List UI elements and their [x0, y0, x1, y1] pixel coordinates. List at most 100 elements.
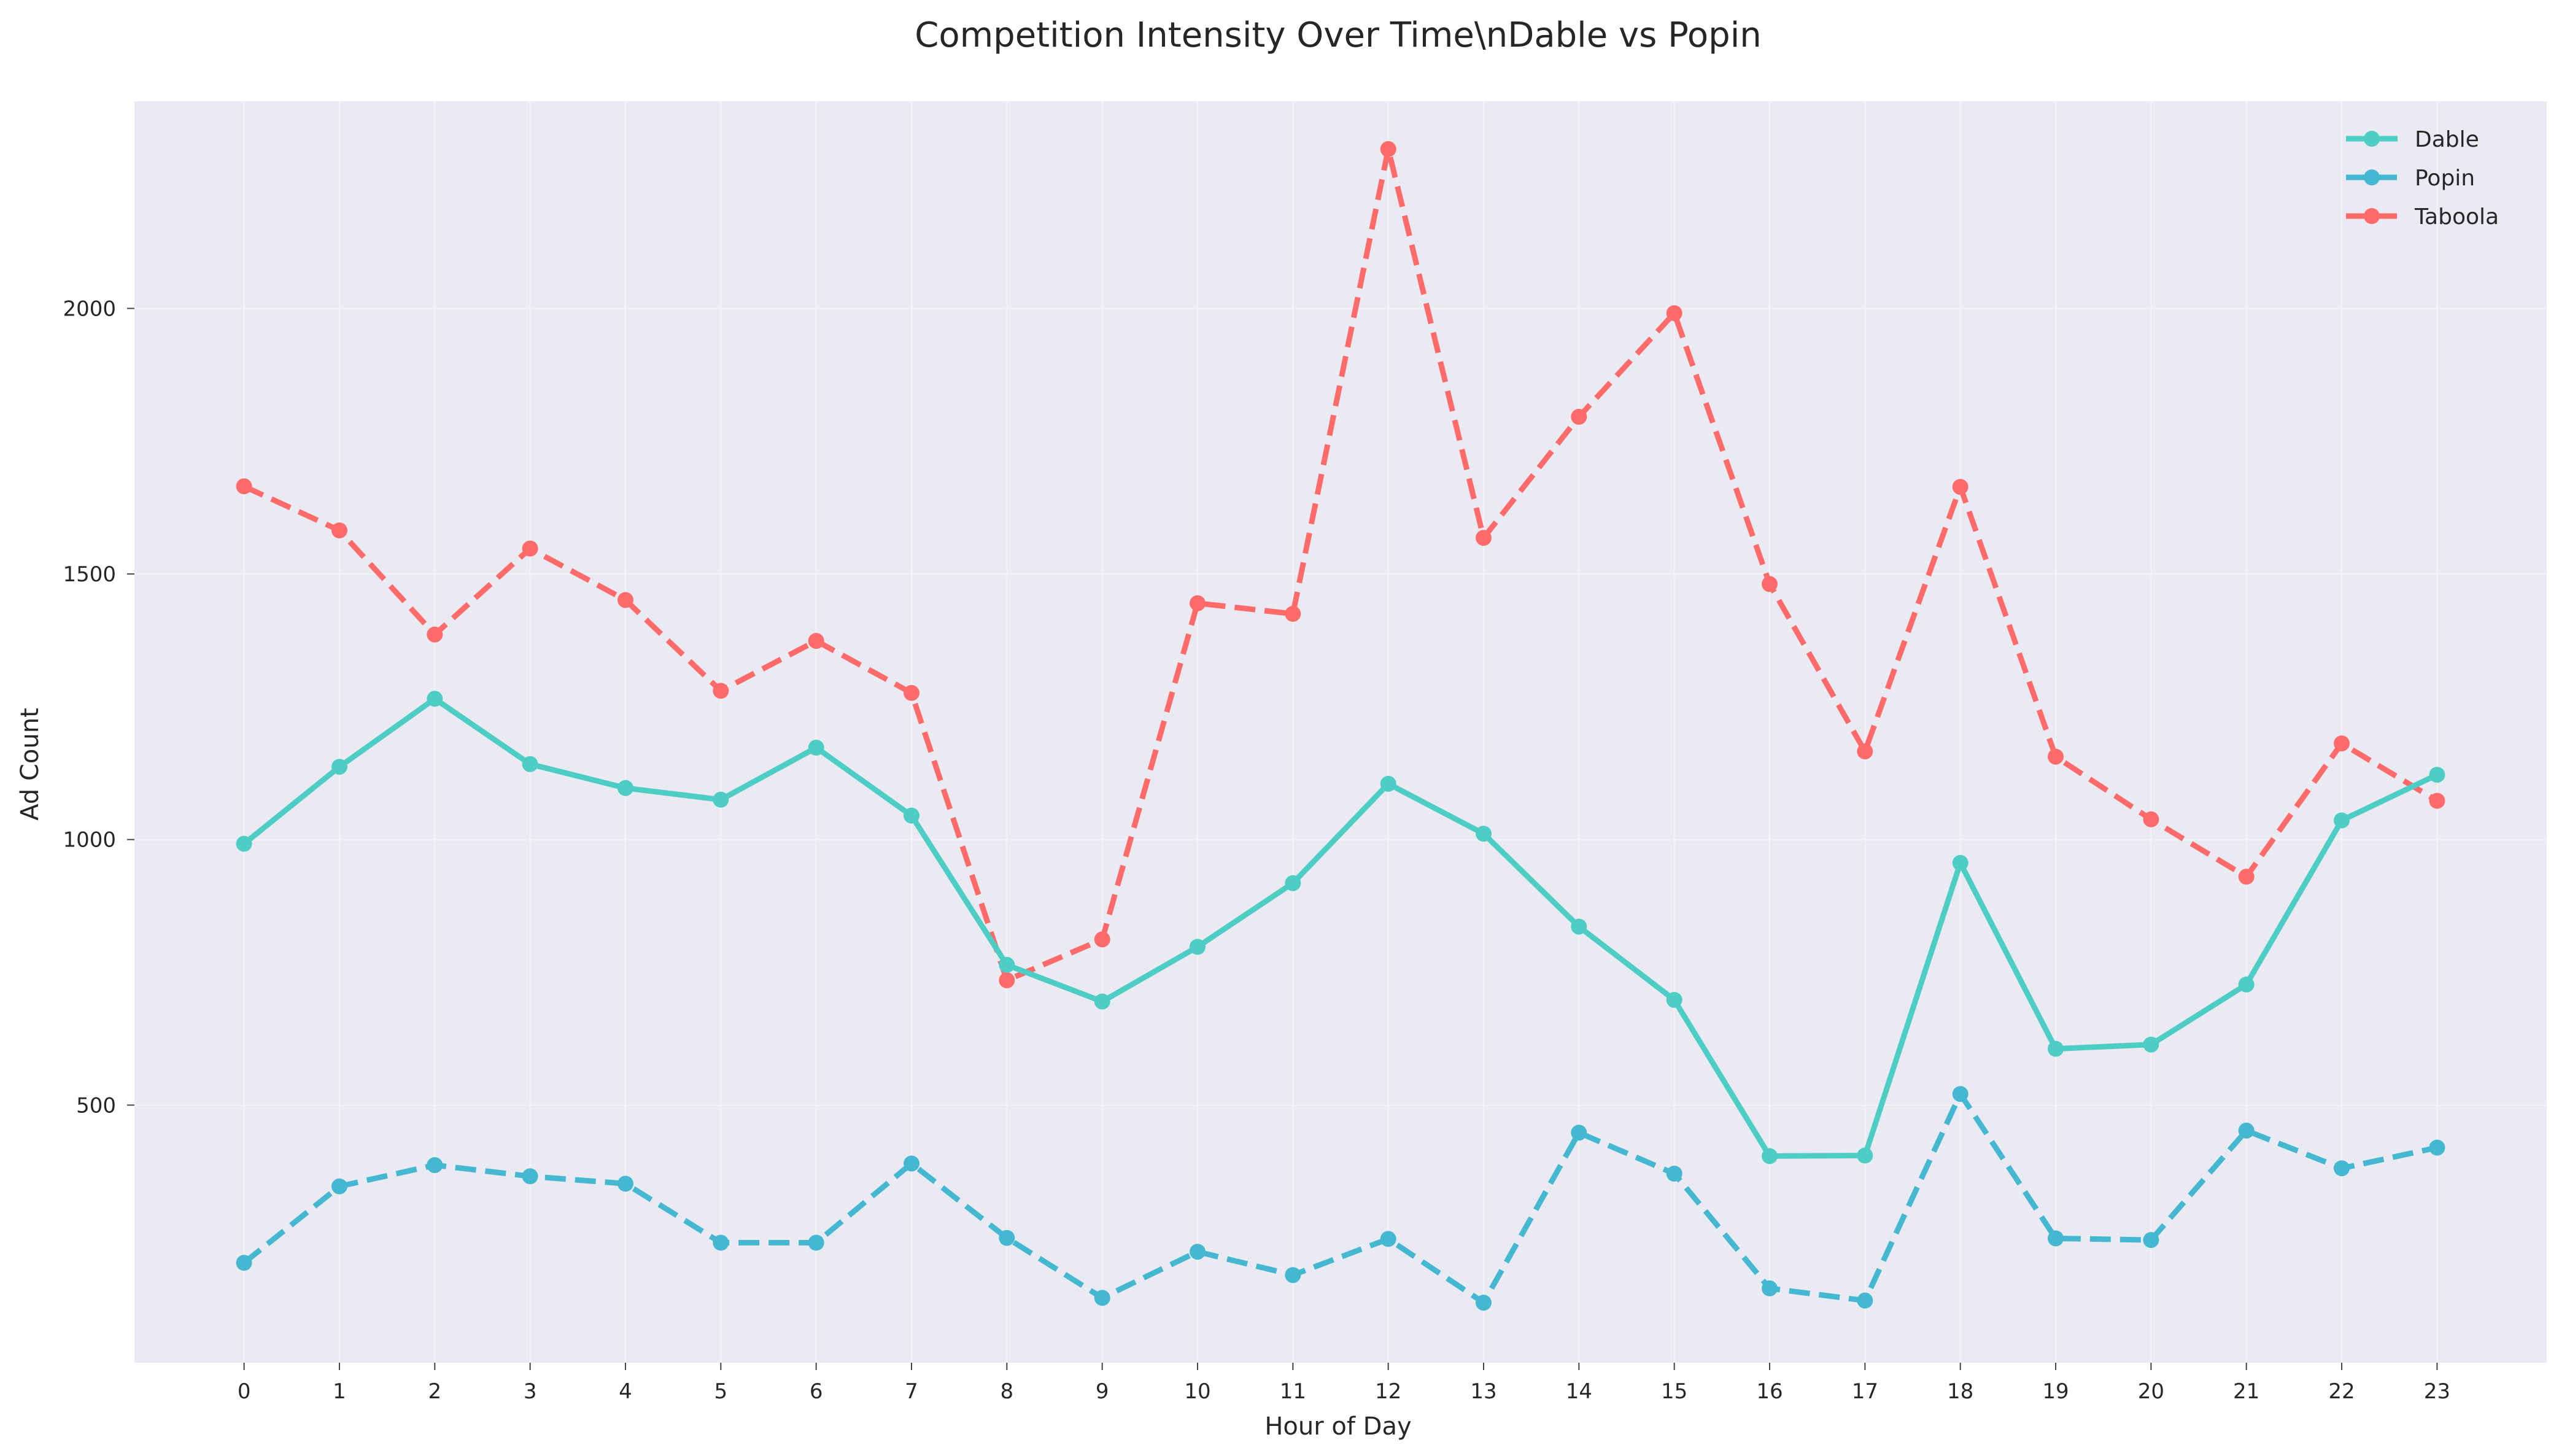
- series-popin: [236, 1086, 2445, 1311]
- x-axis-title: Hour of Day: [1264, 1412, 1411, 1441]
- data-point-popin: [2334, 1160, 2350, 1177]
- x-tick-label: 18: [1947, 1379, 1973, 1404]
- legend: Dable Popin Taboola: [2346, 127, 2499, 230]
- data-point-popin: [2143, 1232, 2159, 1249]
- legend-swatch-marker: [2364, 208, 2380, 224]
- data-point-dable: [522, 756, 538, 772]
- x-tick-label: 7: [905, 1379, 918, 1404]
- data-point-taboola: [2429, 792, 2445, 809]
- data-point-popin: [2048, 1230, 2064, 1247]
- data-point-popin: [713, 1234, 729, 1251]
- data-point-dable: [2429, 767, 2445, 783]
- x-tick-label: 17: [1852, 1379, 1878, 1404]
- x-tick-label: 22: [2328, 1379, 2355, 1404]
- data-point-taboola: [1380, 141, 1396, 157]
- data-point-dable: [1666, 992, 1682, 1008]
- x-tick-label: 16: [1756, 1379, 1783, 1404]
- x-tick-label: 5: [714, 1379, 727, 1404]
- data-point-dable: [904, 807, 919, 824]
- data-point-popin: [427, 1157, 443, 1174]
- y-axis-ticks: 500 1000 1500 2000: [63, 296, 134, 1118]
- x-tick-label: 20: [2138, 1379, 2164, 1404]
- data-point-popin: [2429, 1139, 2445, 1156]
- x-tick-label: 10: [1184, 1379, 1210, 1404]
- legend-swatch-marker: [2364, 169, 2380, 185]
- data-point-dable: [1285, 875, 1301, 891]
- data-point-taboola: [999, 972, 1015, 988]
- y-tick-label: 1000: [63, 828, 116, 853]
- data-point-taboola: [1476, 530, 1492, 546]
- legend-item-taboola: Taboola: [2346, 204, 2499, 230]
- data-point-taboola: [1762, 576, 1778, 592]
- data-point-taboola: [331, 522, 347, 539]
- data-point-dable: [1857, 1147, 1873, 1164]
- x-tick-label: 21: [2233, 1379, 2259, 1404]
- data-point-taboola: [1571, 409, 1587, 425]
- legend-item-dable: Dable: [2346, 127, 2479, 152]
- x-tick-label: 19: [2042, 1379, 2069, 1404]
- x-tick-label: 13: [1470, 1379, 1496, 1404]
- x-tick-label: 2: [428, 1379, 441, 1404]
- data-point-popin: [617, 1175, 633, 1192]
- data-point-taboola: [1285, 606, 1301, 622]
- y-tick-label: 1500: [63, 562, 116, 587]
- x-axis-ticks: 0 1 2 3 4 5 6 7 8 9 10 11 12 13 14 15 16 17 18 19 20 21 22 23: [238, 1363, 2450, 1404]
- data-point-popin: [236, 1255, 252, 1271]
- data-point-popin: [1666, 1166, 1682, 1182]
- y-tick-label: 2000: [63, 296, 116, 321]
- data-point-popin: [522, 1168, 538, 1185]
- data-point-popin: [904, 1155, 919, 1172]
- x-tick-label: 3: [524, 1379, 537, 1404]
- x-tick-label: 23: [2424, 1379, 2450, 1404]
- legend-item-popin: Popin: [2346, 166, 2475, 191]
- series-line-popin: [242, 1091, 2438, 1306]
- x-tick-label: 1: [333, 1379, 346, 1404]
- data-point-dable: [1762, 1148, 1778, 1164]
- chart-title: Competition Intensity Over Time\nDable v…: [915, 15, 1762, 55]
- data-point-popin: [808, 1234, 824, 1251]
- data-point-dable: [1571, 918, 1587, 935]
- series-line-taboola: [242, 146, 2439, 983]
- x-tick-label: 15: [1661, 1379, 1687, 1404]
- legend-label: Dable: [2415, 127, 2479, 152]
- data-point-popin: [1857, 1292, 1873, 1309]
- data-point-taboola: [427, 626, 443, 643]
- series-dable: [236, 691, 2445, 1164]
- data-point-taboola: [1190, 595, 1206, 611]
- x-tick-label: 11: [1280, 1379, 1306, 1404]
- x-tick-label: 12: [1375, 1379, 1401, 1404]
- data-point-dable: [713, 791, 729, 808]
- series-layer: [236, 141, 2445, 1311]
- data-point-dable: [1952, 854, 1969, 871]
- legend-label: Popin: [2415, 166, 2475, 191]
- data-point-dable: [2143, 1036, 2159, 1053]
- data-point-dable: [2238, 976, 2255, 993]
- data-point-taboola: [2238, 869, 2255, 885]
- data-point-taboola: [1666, 305, 1682, 322]
- data-point-popin: [1094, 1290, 1110, 1306]
- y-axis-title: Ad Count: [16, 708, 44, 821]
- series-taboola: [236, 141, 2445, 988]
- data-point-dable: [999, 956, 1015, 973]
- data-point-dable: [2334, 812, 2350, 829]
- data-point-dable: [1380, 775, 1396, 792]
- data-point-dable: [427, 691, 443, 707]
- legend-swatch-marker: [2364, 131, 2380, 147]
- data-point-taboola: [2048, 748, 2064, 765]
- data-point-taboola: [1857, 743, 1873, 760]
- data-point-dable: [236, 835, 252, 852]
- data-point-taboola: [2143, 811, 2159, 827]
- data-point-popin: [1285, 1267, 1301, 1284]
- legend-label: Taboola: [2414, 204, 2499, 230]
- data-point-taboola: [904, 684, 919, 701]
- data-point-popin: [1762, 1280, 1778, 1296]
- data-point-dable: [1094, 993, 1110, 1010]
- x-tick-label: 0: [238, 1379, 251, 1404]
- series-line-dable: [242, 695, 2439, 1159]
- data-point-taboola: [808, 633, 824, 649]
- data-point-popin: [1571, 1125, 1587, 1141]
- data-point-taboola: [617, 592, 633, 608]
- plot-background: [134, 101, 2547, 1363]
- data-point-taboola: [1952, 479, 1969, 495]
